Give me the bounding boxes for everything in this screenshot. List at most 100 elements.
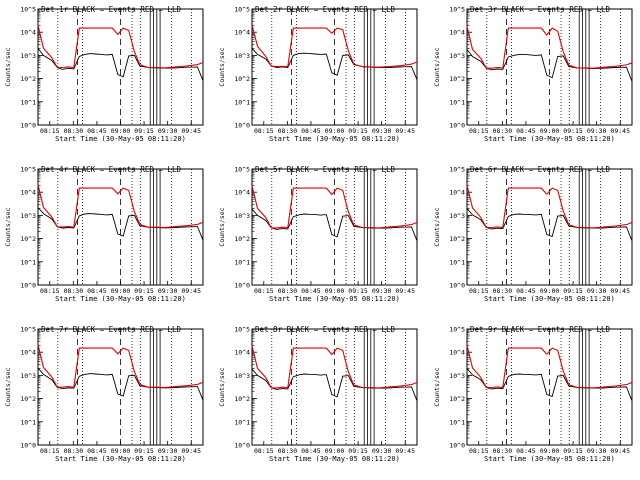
x-tick-label: 08:30 [493,127,513,135]
x-tick-label: 09:15 [134,287,154,295]
x-tick-label: 09:00 [111,127,131,135]
x-tick-label: 08:15 [469,287,489,295]
x-tick-label: 09:30 [587,127,607,135]
y-axis-label: Counts/sec [218,47,226,86]
y-tick-label: 10^4 [20,349,36,357]
y-tick-label: 10^2 [20,395,36,403]
y-tick-label: 10^4 [234,29,250,37]
y-tick-label: 10^4 [20,189,36,197]
y-tick-label: 10^1 [449,98,465,106]
x-tick-label: 09:45 [181,287,201,295]
x-axis-label: Start Time (30-May-05 08:11:20) [484,135,615,143]
y-tick-label: 10^1 [449,418,465,426]
y-tick-label: 10^4 [449,189,465,197]
chart-panel: 10^0 10^1 10^2 10^3 10^4 10^5 08:15 08:30 08:45 0… [433,5,632,143]
y-tick-label: 10^3 [234,212,250,220]
y-axis-label: Counts/sec [4,367,12,406]
panel-title: Det 1r BLACK = Events RED = LLD [41,5,181,14]
x-tick-label: 09:30 [587,287,607,295]
panel-title: Det 3r BLACK = Events RED = LLD [470,5,610,14]
x-tick-label: 08:15 [40,447,60,455]
x-tick-label: 08:15 [469,447,489,455]
panel-title: Det 6r BLACK = Events RED = LLD [470,165,610,174]
x-axis-label: Start Time (30-May-05 08:11:20) [55,135,186,143]
x-tick-label: 08:15 [40,127,60,135]
x-tick-label: 09:45 [610,447,630,455]
y-tick-label: 10^1 [20,98,36,106]
y-tick-label: 10^5 [20,166,36,174]
chart-panel: 10^0 10^1 10^2 10^3 10^4 10^5 08:15 08:30 08:45 0… [4,165,203,303]
x-tick-label: 08:45 [516,287,536,295]
y-tick-label: 10^0 [234,442,250,450]
y-axis-label: Counts/sec [4,47,12,86]
x-axis-label: Start Time (30-May-05 08:11:20) [484,455,615,463]
x-tick-label: 09:00 [540,287,560,295]
x-tick-label: 09:15 [563,287,583,295]
x-tick-label: 09:00 [325,127,345,135]
x-axis-label: Start Time (30-May-05 08:11:20) [55,295,186,303]
y-tick-label: 10^0 [234,122,250,130]
y-tick-label: 10^4 [234,349,250,357]
y-tick-label: 10^1 [234,98,250,106]
y-tick-label: 10^3 [449,372,465,380]
y-tick-label: 10^2 [449,75,465,83]
y-tick-label: 10^5 [234,166,250,174]
x-tick-label: 08:45 [516,127,536,135]
y-tick-label: 10^2 [234,235,250,243]
x-tick-label: 08:15 [469,127,489,135]
x-axis-label: Start Time (30-May-05 08:11:20) [269,455,400,463]
x-tick-label: 09:45 [395,447,415,455]
x-tick-label: 09:15 [563,127,583,135]
y-tick-label: 10^4 [20,29,36,37]
chart-panel: 10^0 10^1 10^2 10^3 10^4 10^5 08:15 08:30 08:45 0… [4,325,203,463]
x-tick-label: 09:15 [348,287,368,295]
x-tick-label: 09:45 [395,287,415,295]
x-tick-label: 08:30 [493,447,513,455]
y-axis-label: Counts/sec [433,367,441,406]
x-tick-label: 08:45 [87,127,107,135]
x-tick-label: 08:30 [64,287,84,295]
x-tick-label: 08:45 [516,447,536,455]
x-tick-label: 09:00 [540,447,560,455]
chart-panel: 10^0 10^1 10^2 10^3 10^4 10^5 08:15 08:30 08:45 0… [433,325,632,463]
x-axis-label: Start Time (30-May-05 08:11:20) [269,295,400,303]
y-axis-label: Counts/sec [433,47,441,86]
y-tick-label: 10^5 [449,326,465,334]
y-tick-label: 10^1 [449,258,465,266]
y-tick-label: 10^3 [449,212,465,220]
x-tick-label: 08:45 [87,447,107,455]
x-tick-label: 08:30 [64,447,84,455]
y-tick-label: 10^5 [449,166,465,174]
x-tick-label: 08:15 [254,127,274,135]
x-tick-label: 09:45 [181,447,201,455]
x-tick-label: 09:15 [348,447,368,455]
y-axis-label: Counts/sec [4,207,12,246]
x-tick-label: 09:15 [134,127,154,135]
x-axis-label: Start Time (30-May-05 08:11:20) [55,455,186,463]
x-tick-label: 08:30 [493,287,513,295]
y-tick-label: 10^2 [20,75,36,83]
y-tick-label: 10^2 [234,395,250,403]
y-tick-label: 10^4 [449,349,465,357]
x-tick-label: 09:30 [587,447,607,455]
x-tick-label: 08:45 [301,287,321,295]
panel-title: Det 5r BLACK = Events RED = LLD [255,165,395,174]
x-tick-label: 08:30 [278,127,298,135]
y-tick-label: 10^3 [20,372,36,380]
y-tick-label: 10^3 [20,212,36,220]
y-tick-label: 10^4 [449,29,465,37]
y-tick-label: 10^0 [449,282,465,290]
x-tick-label: 09:00 [325,287,345,295]
y-tick-label: 10^2 [449,235,465,243]
y-tick-label: 10^1 [234,418,250,426]
y-tick-label: 10^4 [234,189,250,197]
x-tick-label: 09:15 [134,447,154,455]
panel-title: Det 7r BLACK = Events RED = LLD [41,325,181,334]
y-tick-label: 10^1 [234,258,250,266]
panel-title: Det 9r BLACK = Events RED = LLD [470,325,610,334]
x-tick-label: 08:45 [301,447,321,455]
x-tick-label: 09:00 [111,447,131,455]
panel-title: Det 2r BLACK = Events RED = LLD [255,5,395,14]
y-tick-label: 10^0 [20,282,36,290]
x-tick-label: 09:00 [111,287,131,295]
